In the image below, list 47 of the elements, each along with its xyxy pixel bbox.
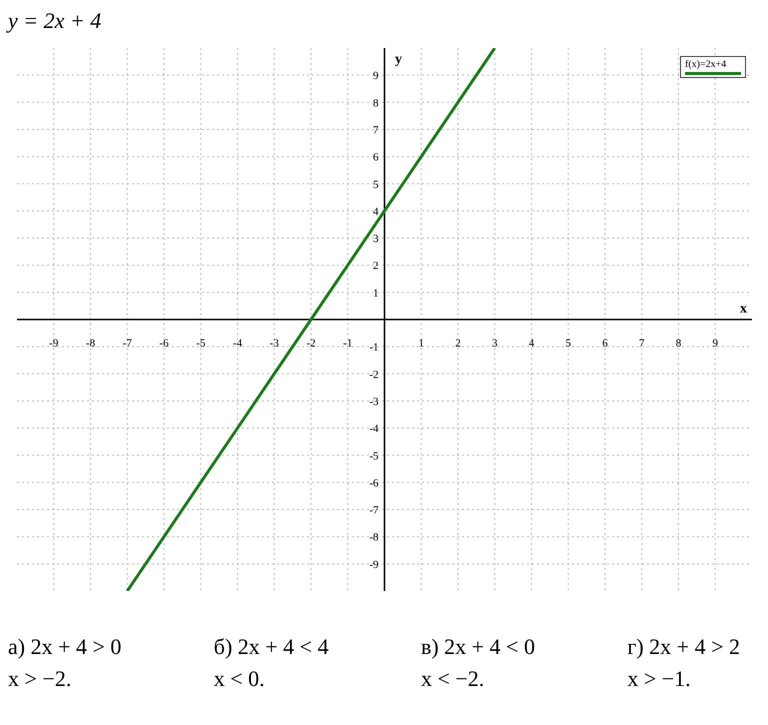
x-tick-label: 1 [418,338,424,350]
x-tick-label: 3 [492,338,498,350]
x-tick-label: -5 [196,338,206,350]
text: x > −1. [627,666,692,692]
x-tick-label: 9 [712,338,718,350]
text: г) 2x + 4 > 2 [627,634,740,660]
y-tick-label: -9 [369,558,379,571]
x-tick-label: 7 [639,338,645,350]
x-tick-label: -8 [86,338,96,350]
x-axis-title: x [740,301,747,316]
y-tick-label: 3 [373,233,379,246]
x-tick-label: -6 [159,338,170,350]
y-tick-label: 6 [373,152,379,164]
x-tick-label: 4 [528,338,535,350]
y-tick-label: 5 [373,178,379,191]
text: f(x)=2x+4 [685,59,728,70]
y-tick-label: 1 [373,287,378,300]
y-tick-label: -6 [369,477,379,490]
text: а) 2x + 4 > 0 [8,634,122,660]
text: в) 2x + 4 < 0 [420,634,535,660]
x-tick-label: -9 [49,338,59,350]
x-tick-label: -1 [343,338,352,350]
y-tick-label: -8 [369,532,379,544]
y-tick-label: 9 [373,70,379,82]
y-tick-label: -5 [369,450,379,462]
x-tick-label: 2 [455,338,461,350]
x-tick-label: 6 [602,338,608,350]
y-tick-label: 4 [373,206,379,218]
x-tick-label: 8 [676,338,682,350]
text: x < −2. [420,666,486,692]
y-tick-label: -2 [369,368,378,381]
x-tick-label: -4 [232,338,243,350]
x-tick-label: 5 [566,338,572,350]
y-axis-title: y [395,52,402,67]
text: x > −2. [8,666,72,692]
x-tick-label: -7 [122,338,132,350]
y-tick-label: -7 [369,504,379,517]
chart-title: y = 2x + 4 [8,8,102,35]
text: x < 0. [214,666,266,692]
y-tick-label: -4 [369,423,379,436]
y-tick-label: 7 [373,124,379,136]
y-tick-label: -3 [369,396,379,408]
text: б) 2x + 4 < 4 [214,634,329,660]
y-tick-label: 2 [373,260,378,272]
x-tick-label: -3 [270,338,280,350]
y-tick-label: 8 [373,97,379,110]
x-tick-label: -2 [306,338,316,350]
